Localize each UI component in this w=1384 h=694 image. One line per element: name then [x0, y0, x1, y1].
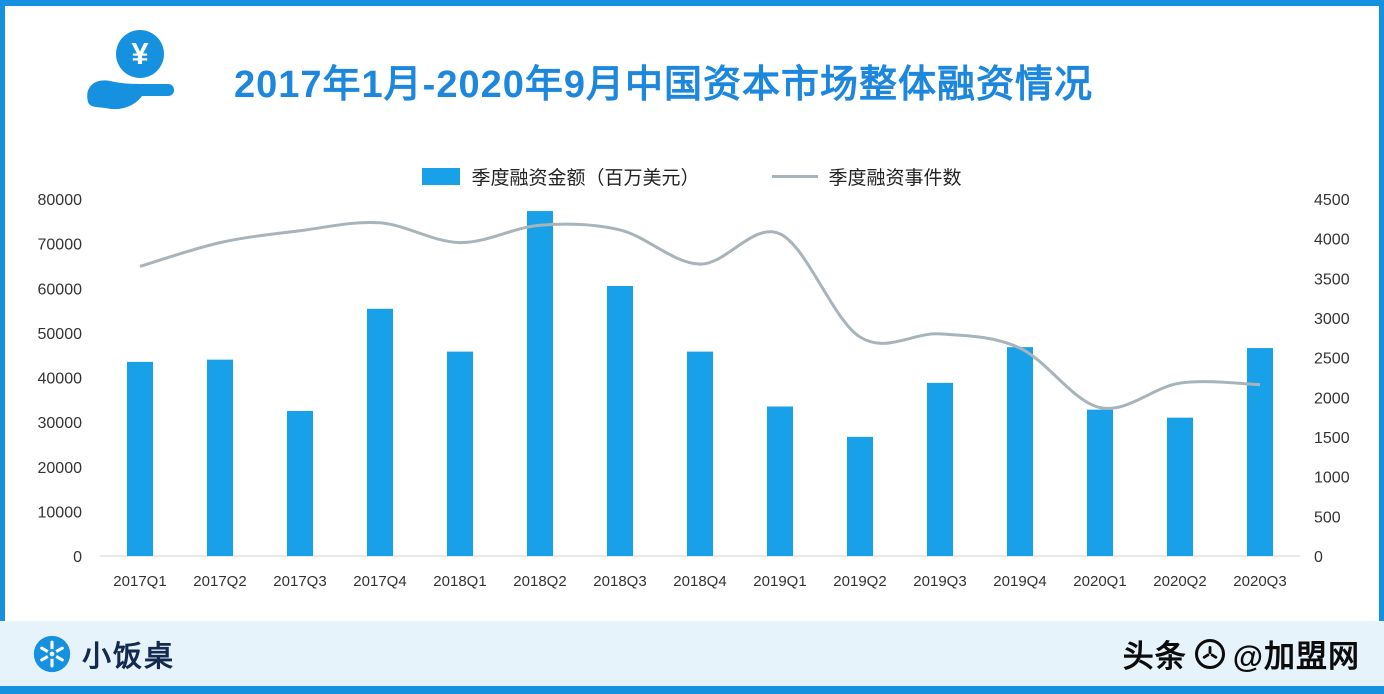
events-line: [139, 220, 1261, 410]
legend-item-amount: 季度融资金额（百万美元）: [422, 163, 700, 190]
toutiao-logo-icon: [1194, 638, 1225, 669]
x-axis-label: 2019Q4: [993, 573, 1046, 590]
x-axis-label: 2019Q1: [753, 573, 806, 590]
right-axis-tick: 1500: [1314, 430, 1350, 447]
x-axis-label: 2017Q2: [193, 573, 246, 590]
bar-2019Q4: [1007, 347, 1033, 556]
hand-coin-icon: ¥: [87, 30, 174, 110]
bar-2020Q2: [1167, 417, 1193, 556]
combo-chart-canvas: 0100002000030000400005000060000700008000…: [38, 192, 1350, 590]
chart-legend: 季度融资金额（百万美元） 季度融资事件数: [0, 163, 1384, 190]
brand-logo-icon: [33, 635, 71, 672]
watermark-prefix: 头条: [1122, 639, 1187, 674]
right-axis-tick: 2000: [1314, 390, 1350, 407]
bar-2018Q1: [447, 351, 473, 556]
bar-2018Q3: [607, 286, 633, 556]
right-axis-tick: 500: [1314, 509, 1341, 526]
right-axis-tick: 3000: [1314, 311, 1350, 328]
watermark: 头条 @加盟网: [1123, 631, 1360, 676]
left-border: [0, 0, 5, 694]
bar-swatch-icon: [422, 168, 461, 185]
brand: 小饭桌: [32, 633, 175, 675]
x-axis-label: 2020Q3: [1233, 573, 1286, 590]
brand-name: 小饭桌: [82, 640, 176, 673]
bar-2019Q1: [767, 406, 793, 556]
bar-2019Q2: [847, 436, 873, 556]
top-border: [0, 0, 1384, 6]
left-axis-tick: 60000: [38, 281, 83, 298]
x-axis-label: 2020Q2: [1153, 573, 1206, 590]
left-axis-tick: 70000: [38, 237, 83, 254]
bar-2017Q1: [127, 361, 153, 556]
x-axis-label: 2017Q1: [113, 573, 166, 590]
line-swatch-icon: [771, 175, 818, 178]
left-axis-tick: 40000: [38, 371, 83, 388]
page-title: 2017年1月-2020年9月中国资本市场整体融资情况: [234, 63, 1093, 106]
bar-2017Q2: [207, 359, 233, 556]
bar-2020Q3: [1247, 348, 1273, 556]
right-axis-tick: 4500: [1314, 192, 1350, 209]
right-axis-tick: 4000: [1314, 232, 1350, 249]
right-axis-tick: 1000: [1314, 470, 1350, 487]
svg-text:¥: ¥: [131, 36, 149, 71]
bar-2019Q3: [927, 382, 953, 556]
right-axis-tick: 0: [1314, 549, 1323, 566]
right-axis-tick: 2500: [1314, 351, 1350, 368]
x-axis-label: 2018Q2: [513, 573, 566, 590]
x-axis-label: 2020Q1: [1073, 573, 1126, 590]
x-axis-label: 2018Q1: [433, 573, 486, 590]
header: ¥ 2017年1月-2020年9月中国资本市场整体融资情况: [78, 26, 1093, 134]
x-axis-label: 2017Q4: [353, 573, 406, 590]
legend-item-events: 季度融资事件数: [771, 163, 962, 190]
left-axis-tick: 0: [73, 549, 82, 566]
bar-2017Q3: [287, 410, 313, 556]
legend-label-events: 季度融资事件数: [828, 168, 962, 189]
bottom-accent-bar: [0, 686, 1384, 694]
left-axis-tick: 30000: [38, 415, 83, 432]
footer-bar: 小饭桌 头条 @加盟网: [0, 621, 1384, 686]
left-axis-tick: 10000: [38, 504, 83, 521]
x-axis-label: 2017Q3: [273, 573, 326, 590]
x-axis-label: 2018Q3: [593, 573, 646, 590]
left-axis-tick: 80000: [38, 192, 83, 209]
left-axis-tick: 50000: [38, 326, 83, 343]
bar-2018Q2: [527, 211, 553, 556]
x-axis-label: 2019Q2: [833, 573, 886, 590]
right-axis-tick: 3500: [1314, 271, 1350, 288]
right-border: [1379, 0, 1384, 694]
bar-2018Q4: [687, 351, 713, 556]
watermark-suffix: @加盟网: [1232, 639, 1360, 674]
bar-2017Q4: [367, 308, 393, 556]
legend-label-amount: 季度融资金额（百万美元）: [471, 168, 700, 189]
left-axis-tick: 20000: [38, 460, 83, 477]
bar-2020Q1: [1087, 409, 1113, 556]
x-axis-label: 2019Q3: [913, 573, 966, 590]
x-axis-label: 2018Q4: [673, 573, 726, 590]
